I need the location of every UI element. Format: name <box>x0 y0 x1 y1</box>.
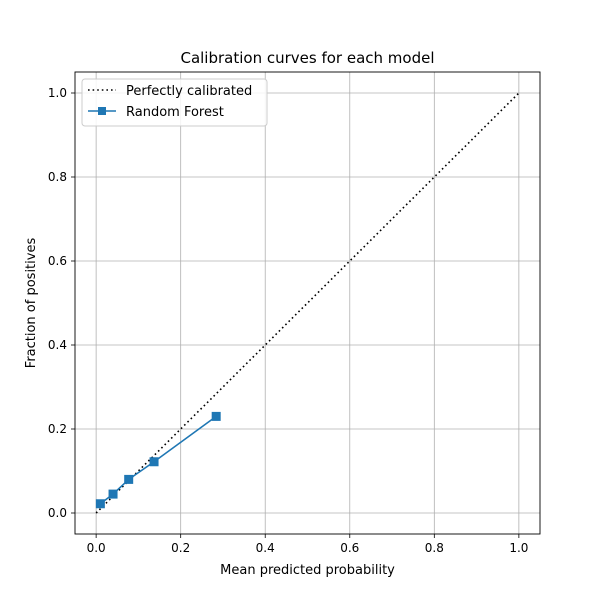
x-tick-label: 0.0 <box>87 541 106 555</box>
y-tick-label: 0.2 <box>48 422 67 436</box>
y-tick-label: 0.8 <box>48 170 67 184</box>
legend-box <box>81 78 268 127</box>
x-tick-label: 0.8 <box>425 541 444 555</box>
x-tick-label: 1.0 <box>509 541 528 555</box>
y-axis-label: Fraction of positives <box>24 238 39 369</box>
data-point-random-forest <box>95 499 105 509</box>
axes-frame <box>74 71 541 535</box>
grid <box>75 72 540 534</box>
y-tick-label: 0.0 <box>48 506 67 520</box>
y-tick-label: 0.4 <box>48 338 67 352</box>
data-point-random-forest <box>211 411 221 421</box>
y-tick-label: 1.0 <box>48 86 67 100</box>
x-tick-label: 0.2 <box>171 541 190 555</box>
data-point-random-forest <box>108 489 118 499</box>
x-tick-label: 0.4 <box>256 541 275 555</box>
x-axis-label: Mean predicted probability <box>220 563 395 578</box>
legend: Perfectly calibrated Random Forest <box>81 78 268 127</box>
y-tick-label: 0.6 <box>48 254 67 268</box>
series-layer <box>95 92 520 514</box>
data-point-random-forest <box>124 474 134 484</box>
data-point-random-forest <box>149 457 159 467</box>
legend-label-random-forest: Random Forest <box>126 105 224 120</box>
chart-title: Calibration curves for each model <box>180 49 434 67</box>
ticks: 0.0 0.2 0.4 0.6 0.8 1.0 0.0 0.2 0.4 0.6 0.8 1.0 <box>48 86 529 555</box>
legend-marker-random-forest <box>98 107 106 115</box>
legend-label-perfectly-calibrated: Perfectly calibrated <box>126 84 252 99</box>
x-tick-label: 0.6 <box>340 541 359 555</box>
